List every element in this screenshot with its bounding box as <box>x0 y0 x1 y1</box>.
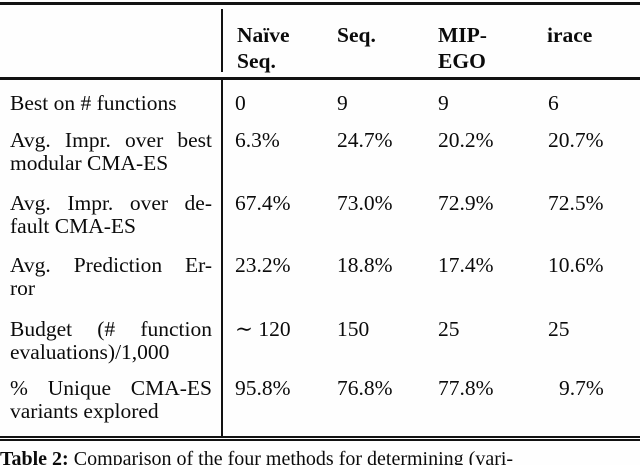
table-header-rule <box>0 77 640 80</box>
column-header-line: irace <box>547 23 593 47</box>
cell-value: ∼ 120 <box>235 317 291 341</box>
column-header-mip-ego: MIP- EGO <box>438 22 530 74</box>
cell-value: 20.7% <box>548 128 604 152</box>
table-top-rule <box>0 2 640 5</box>
column-header-line: Seq. <box>337 23 376 47</box>
cell-value: 18.8% <box>337 253 393 277</box>
caption-number: Table 2: <box>0 448 69 465</box>
column-header-seq: Seq. <box>337 22 429 48</box>
row-label-line: Budget (# function <box>10 317 212 341</box>
cell-value: 20.2% <box>438 128 494 152</box>
cell-value: 150 <box>337 317 370 341</box>
cell-value: 25 <box>548 317 570 341</box>
cell-value: 67.4% <box>235 191 291 215</box>
table-bottom-double-rule <box>0 436 640 441</box>
cell-value: 9 <box>337 91 348 115</box>
column-header-line: MIP- <box>438 23 487 47</box>
cell-value: 17.4% <box>438 253 494 277</box>
cell-value: 25 <box>438 317 460 341</box>
row-label: Avg. Impr. over de- fault CMA-ES <box>10 192 212 238</box>
row-label: Avg. Impr. over best modular CMA-ES <box>10 129 212 175</box>
column-header-naive-seq: Naïve Seq. <box>237 22 329 74</box>
column-header-irace: irace <box>547 22 639 48</box>
cell-value: 72.5% <box>548 191 604 215</box>
column-divider-body <box>221 80 223 436</box>
column-header-line: Seq. <box>237 49 276 73</box>
row-label-line: Best on # functions <box>10 91 177 115</box>
cell-value: 77.8% <box>438 376 494 400</box>
row-label-line: ror <box>10 276 36 300</box>
cell-value: 73.0% <box>337 191 393 215</box>
cell-value: 6.3% <box>235 128 280 152</box>
row-label-line: fault CMA-ES <box>10 214 137 238</box>
row-label-line: Avg. Prediction Er- <box>10 253 212 277</box>
cell-value: 23.2% <box>235 253 291 277</box>
cell-value: 10.6% <box>548 253 604 277</box>
cell-value: 24.7% <box>337 128 393 152</box>
cell-value: 72.9% <box>438 191 494 215</box>
cell-value: 95.8% <box>235 376 291 400</box>
row-label-line: modular CMA-ES <box>10 151 169 175</box>
column-header-line: EGO <box>438 49 486 73</box>
row-label-line: Avg. Impr. over de- <box>10 191 212 215</box>
row-label-line: % Unique CMA-ES <box>10 376 212 400</box>
table-caption: Table 2: Comparison of the four methods … <box>0 447 640 465</box>
row-label: Budget (# function evaluations)/1,000 <box>10 318 212 364</box>
row-label-line: evaluations)/1,000 <box>10 340 170 364</box>
cell-value: 0 <box>235 91 246 115</box>
column-header-line: Naïve <box>237 23 290 47</box>
row-label: Avg. Prediction Er- ror <box>10 254 212 300</box>
cell-value: 9 <box>438 91 449 115</box>
cell-value: 9.7% <box>559 376 604 400</box>
row-label-line: Avg. Impr. over best <box>10 128 212 152</box>
cell-value: 76.8% <box>337 376 393 400</box>
cell-value: 6 <box>548 91 559 115</box>
row-label: Best on # functions <box>10 92 212 115</box>
column-divider-header <box>221 9 223 72</box>
row-label-line: variants explored <box>10 399 159 423</box>
caption-text: Comparison of the four methods for deter… <box>73 448 514 465</box>
row-label: % Unique CMA-ES variants explored <box>10 377 212 423</box>
